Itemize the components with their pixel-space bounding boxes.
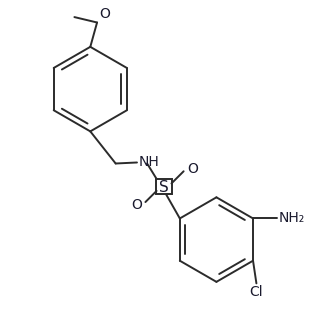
- Text: O: O: [99, 7, 110, 21]
- Text: NH: NH: [139, 155, 159, 169]
- Text: NH₂: NH₂: [278, 212, 304, 225]
- Text: S: S: [159, 180, 169, 195]
- FancyBboxPatch shape: [156, 179, 172, 194]
- Text: O: O: [187, 162, 198, 176]
- Text: O: O: [131, 198, 142, 212]
- Text: Cl: Cl: [250, 285, 263, 299]
